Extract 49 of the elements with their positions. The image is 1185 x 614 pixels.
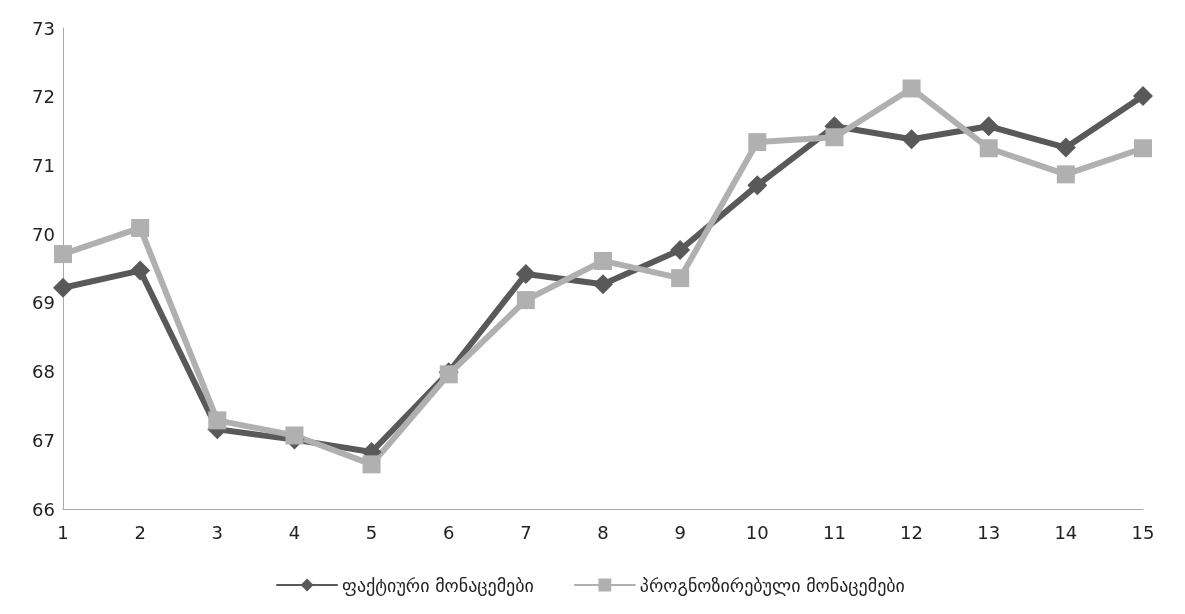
point <box>515 264 536 284</box>
point <box>901 129 922 150</box>
point <box>208 411 227 430</box>
y-tick-label: 66 <box>32 498 55 520</box>
x-tick-label: 2 <box>134 521 146 543</box>
y-tick-label: 70 <box>32 223 55 245</box>
point <box>1134 139 1152 158</box>
point <box>979 139 998 158</box>
point <box>594 251 612 270</box>
x-tick-label: 3 <box>211 521 224 543</box>
point <box>978 116 999 137</box>
point <box>902 79 921 98</box>
x-tick-label: 12 <box>900 521 924 543</box>
y-tick-label: 69 <box>32 292 55 314</box>
y-tick-label: 72 <box>32 86 55 108</box>
x-tick-label: 8 <box>597 521 609 543</box>
point <box>53 277 73 298</box>
point <box>285 426 304 445</box>
point <box>671 269 690 288</box>
x-tick-label: 15 <box>1131 521 1155 543</box>
point <box>748 133 767 152</box>
x-tick-label: 4 <box>288 521 301 543</box>
point <box>747 175 768 196</box>
x-tick-label: 6 <box>442 521 455 543</box>
legend-label: პროგნოზირებული მონაცემები <box>639 574 905 596</box>
point <box>825 128 844 147</box>
point <box>516 291 535 310</box>
point <box>54 245 72 264</box>
point <box>362 455 381 474</box>
x-tick-label: 5 <box>365 521 378 543</box>
point <box>1055 137 1076 158</box>
x-tick-label: 13 <box>977 521 1001 543</box>
y-tick-label: 71 <box>32 154 55 176</box>
point <box>1133 86 1153 107</box>
x-tick-label: 1 <box>57 521 69 543</box>
point <box>593 274 613 295</box>
x-tick-label: 7 <box>520 521 532 543</box>
x-tick-label: 10 <box>745 521 769 543</box>
legend-label: ფაქტიური მონაცემები <box>342 574 534 596</box>
y-tick-label: 73 <box>32 17 55 39</box>
point <box>1056 165 1075 184</box>
point <box>130 260 151 281</box>
x-tick-label: 9 <box>674 521 686 543</box>
x-tick-label: 11 <box>822 521 846 543</box>
x-tick-label: 14 <box>1054 521 1078 543</box>
point <box>670 239 691 260</box>
point <box>131 218 150 237</box>
y-tick-label: 68 <box>32 361 55 383</box>
y-tick-label: 67 <box>32 429 55 451</box>
